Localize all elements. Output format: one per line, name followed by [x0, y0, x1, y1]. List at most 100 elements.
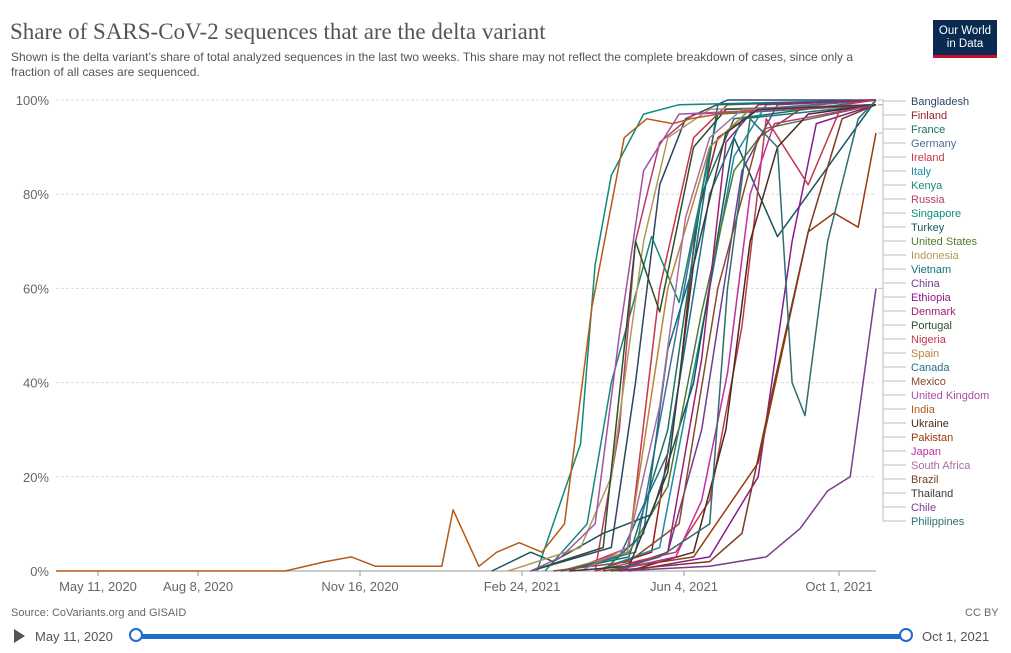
legend-label-ethiopia[interactable]: Ethiopia — [911, 292, 952, 304]
legend-label-china[interactable]: China — [911, 278, 941, 290]
legend-label-singapore[interactable]: Singapore — [911, 208, 961, 220]
legend-label-vietnam[interactable]: Vietnam — [911, 264, 951, 276]
series-line-south-africa[interactable] — [580, 103, 877, 572]
timeline-end-handle[interactable] — [899, 628, 913, 642]
legend[interactable]: Bangladesh Finland France Germany Ireland Ita… — [878, 96, 989, 528]
legend-label-germany[interactable]: Germany — [911, 138, 957, 150]
legend-label-russia[interactable]: Russia — [911, 194, 946, 206]
legend-connector — [878, 104, 906, 186]
series-line-canada[interactable] — [561, 103, 877, 572]
x-tick-label: Oct 1, 2021 — [805, 579, 872, 594]
series-line-china[interactable] — [619, 99, 877, 572]
legend-label-thailand[interactable]: Thailand — [911, 488, 953, 500]
legend-label-bangladesh[interactable]: Bangladesh — [911, 96, 969, 108]
logo-line-2: in Data — [946, 38, 984, 50]
source-note[interactable]: Source: CoVariants.org and GISAID — [11, 607, 187, 619]
series-line-brazil[interactable] — [611, 104, 877, 572]
y-tick-label: 0% — [30, 564, 49, 579]
x-tick-label: Feb 24, 2021 — [484, 579, 561, 594]
owid-logo[interactable]: Our World in Data — [933, 20, 997, 58]
chart-title: Share of SARS-CoV-2 sequences that are t… — [10, 19, 546, 44]
y-tick-label: 80% — [23, 187, 49, 202]
legend-connector — [878, 104, 906, 354]
legend-label-chile[interactable]: Chile — [911, 502, 936, 514]
series-line-nigeria[interactable] — [594, 99, 877, 572]
series-line-mexico[interactable] — [553, 103, 877, 572]
series-line-russia[interactable] — [594, 103, 877, 572]
play-icon[interactable] — [14, 629, 25, 643]
series-line-portugal[interactable] — [530, 103, 877, 572]
legend-connector — [878, 104, 906, 256]
series-line-finland[interactable] — [594, 99, 877, 572]
legend-connector — [878, 132, 906, 438]
series-line-united-kingdom[interactable] — [530, 103, 877, 572]
timeline-track[interactable] — [136, 634, 906, 639]
legend-connector — [878, 104, 906, 396]
timeline-slider[interactable]: May 11, 2020 Oct 1, 2021 — [0, 624, 1011, 650]
legend-label-portugal[interactable]: Portugal — [911, 320, 952, 332]
series-line-vietnam[interactable] — [602, 99, 877, 572]
timeline-end-label: Oct 1, 2021 — [922, 629, 990, 644]
series-line-philippines[interactable] — [611, 99, 877, 572]
series-line-japan[interactable] — [611, 103, 877, 572]
legend-connector — [878, 104, 906, 368]
timeline-start-handle[interactable] — [129, 628, 143, 642]
legend-connector — [878, 104, 906, 298]
legend-connector — [878, 99, 906, 116]
series-line-turkey[interactable] — [491, 99, 877, 572]
series-line-indonesia[interactable] — [507, 103, 877, 572]
x-tick-label: May 11, 2020 — [59, 579, 137, 594]
legend-label-canada[interactable]: Canada — [911, 362, 950, 374]
series-line-singapore[interactable] — [536, 99, 877, 572]
legend-label-spain[interactable]: Spain — [911, 348, 939, 360]
series-line-ukraine[interactable] — [628, 103, 877, 572]
legend-label-south-africa[interactable]: South Africa — [911, 460, 971, 472]
legend-label-united-states[interactable]: United States — [911, 236, 978, 248]
x-tick-label: Jun 4, 2021 — [650, 579, 718, 594]
legend-connector — [878, 99, 906, 522]
series-line-bangladesh[interactable] — [530, 99, 876, 572]
legend-label-italy[interactable]: Italy — [911, 166, 932, 178]
legend-label-pakistan[interactable]: Pakistan — [911, 432, 953, 444]
legend-label-france[interactable]: France — [911, 124, 945, 136]
legend-label-ukraine[interactable]: Ukraine — [911, 418, 949, 430]
legend-label-brazil[interactable]: Brazil — [911, 474, 939, 486]
series-line-india[interactable] — [56, 103, 877, 572]
legend-connector — [878, 104, 906, 382]
gridlines — [56, 99, 876, 572]
legend-connector — [878, 104, 906, 466]
legend-label-denmark[interactable]: Denmark — [911, 306, 956, 318]
legend-label-ireland[interactable]: Ireland — [911, 152, 945, 164]
legend-connector — [878, 99, 906, 340]
legend-connector — [878, 99, 906, 172]
legend-connector — [878, 104, 906, 410]
legend-connector — [878, 104, 906, 424]
series-line-united-states[interactable] — [560, 103, 877, 572]
legend-label-indonesia[interactable]: Indonesia — [911, 250, 960, 262]
legend-label-nigeria[interactable]: Nigeria — [911, 334, 947, 346]
legend-label-kenya[interactable]: Kenya — [911, 180, 943, 192]
axes: 0% 20% 40% 60% 80% 100% May 11, 2020 Aug 8, 202… — [16, 93, 873, 594]
license-badge[interactable]: CC BY — [965, 607, 999, 619]
legend-label-turkey[interactable]: Turkey — [911, 222, 945, 234]
series-line-denmark[interactable] — [611, 99, 877, 572]
x-tick-label: Aug 8, 2020 — [163, 579, 233, 594]
legend-connector — [878, 99, 906, 228]
legend-label-india[interactable]: India — [911, 404, 936, 416]
legend-label-japan[interactable]: Japan — [911, 446, 941, 458]
legend-label-philippines[interactable]: Philippines — [911, 516, 965, 528]
logo-line-1: Our World — [938, 25, 992, 37]
series-line-ethiopia[interactable] — [628, 103, 877, 572]
legend-connector — [878, 104, 906, 494]
series-line-chile[interactable] — [619, 288, 877, 572]
chart-subtitle: Shown is the delta variant’s share of to… — [11, 50, 854, 79]
legend-label-united-kingdom[interactable]: United Kingdom — [911, 390, 989, 402]
series-line-italy[interactable] — [594, 99, 877, 572]
delta-share-line-chart: 0% 20% 40% 60% 80% 100% May 11, 2020 Aug 8, 202… — [16, 93, 990, 594]
series-line-france[interactable] — [561, 99, 877, 572]
legend-label-finland[interactable]: Finland — [911, 110, 947, 122]
legend-label-mexico[interactable]: Mexico — [911, 376, 946, 388]
legend-connector — [878, 99, 906, 284]
legend-connector — [878, 287, 906, 508]
legend-connector — [878, 99, 906, 144]
